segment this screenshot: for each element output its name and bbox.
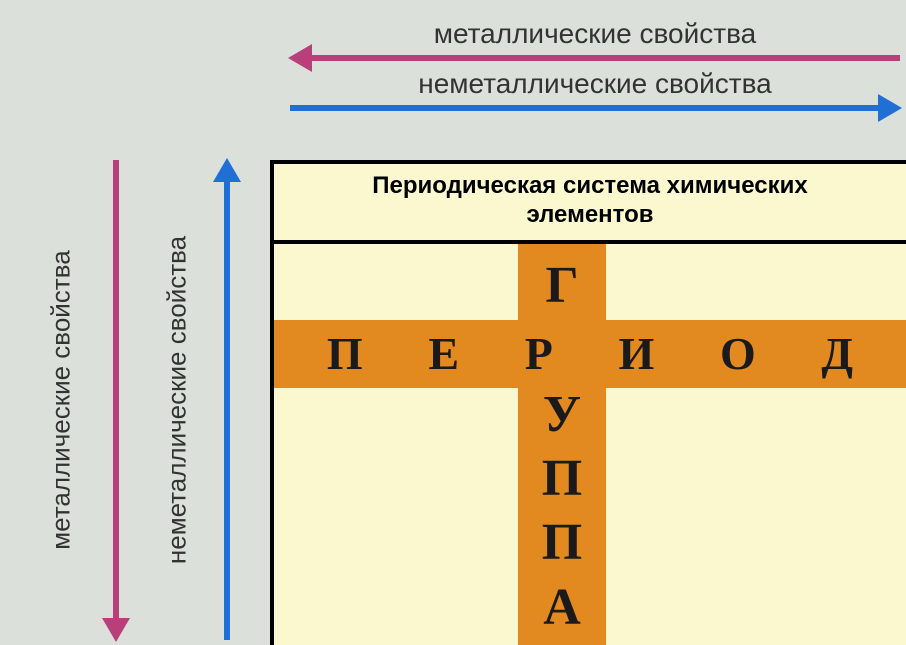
period-horizontal-bar: П Е Р И О Д (274, 320, 906, 388)
left-metallic-label: металлические свойства (46, 250, 77, 549)
period-letter: Д (821, 327, 853, 380)
group-letter: П (542, 447, 582, 511)
cross-area: Г Р У П П А П Е Р И О Д (274, 244, 906, 645)
period-letter: Р (525, 327, 553, 380)
group-letter: Г (545, 254, 578, 318)
left-nonmetallic-arrow (224, 178, 230, 640)
arrow-head-up-icon (213, 158, 241, 182)
group-letter: А (543, 576, 581, 640)
arrow-head-left-icon (288, 44, 312, 72)
top-nonmetallic-label: неметаллические свойства (290, 68, 900, 100)
top-metallic-label: металлические свойства (290, 18, 900, 50)
period-letter: П (327, 327, 363, 380)
top-nonmetallic-arrow (290, 104, 900, 112)
left-arrows-group: металлические свойства неметаллические с… (40, 160, 250, 640)
periodic-table-box: Периодическая система химических элемент… (270, 160, 906, 645)
group-letter: У (543, 383, 581, 447)
table-title: Периодическая система химических элемент… (274, 164, 906, 244)
period-letter: Е (428, 327, 459, 380)
arrow-head-down-icon (102, 618, 130, 642)
left-metallic-arrow (113, 160, 119, 622)
table-title-line1: Периодическая система химических (372, 172, 807, 199)
top-metallic-arrow (290, 54, 900, 62)
arrow-line (290, 105, 882, 111)
arrow-head-right-icon (878, 94, 902, 122)
period-letter: И (618, 327, 654, 380)
group-vertical-bar: Г Р У П П А (518, 244, 606, 645)
left-nonmetallic-col: неметаллические свойства (145, 160, 250, 640)
arrow-line (308, 55, 900, 61)
top-arrows-group: металлические свойства неметаллические с… (290, 18, 900, 112)
table-title-line2: элементов (526, 201, 653, 228)
left-nonmetallic-label: неметаллические свойства (161, 236, 192, 564)
left-metallic-col: металлические свойства (40, 160, 145, 640)
group-letter: П (542, 511, 582, 575)
period-letter: О (720, 327, 756, 380)
